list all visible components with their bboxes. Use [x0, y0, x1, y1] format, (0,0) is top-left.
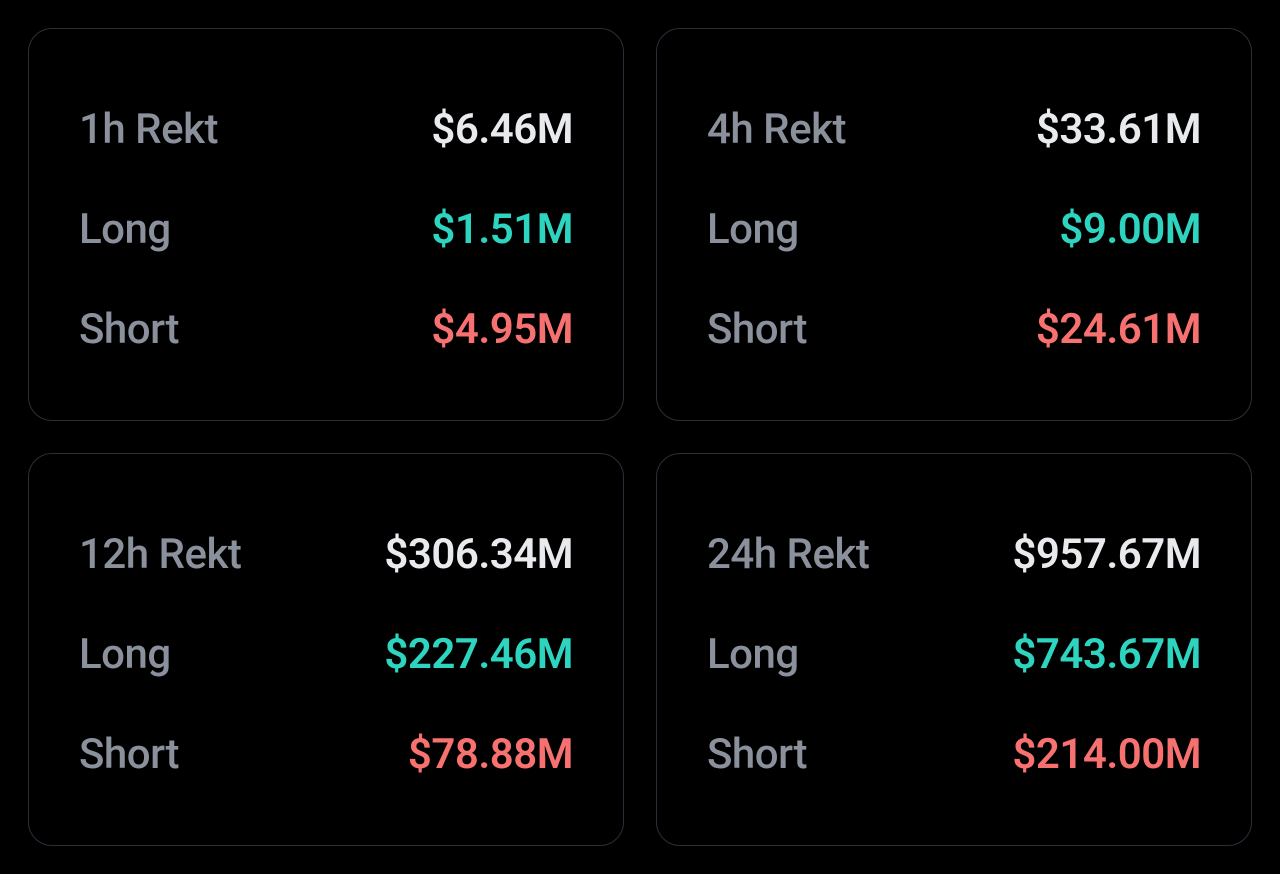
rekt-long-row: Long $743.67M [707, 630, 1201, 679]
rekt-short-value: $214.00M [1012, 730, 1201, 779]
rekt-short-row: Short $24.61M [707, 305, 1201, 354]
rekt-short-value: $78.88M [408, 730, 573, 779]
rekt-long-label: Long [79, 630, 171, 679]
rekt-long-value: $9.00M [1059, 205, 1201, 254]
rekt-total-row: 24h Rekt $957.67M [707, 530, 1201, 579]
rekt-short-label: Short [707, 305, 807, 354]
rekt-short-row: Short $4.95M [79, 305, 573, 354]
rekt-long-row: Long $1.51M [79, 205, 573, 254]
rekt-title-label: 1h Rekt [79, 105, 218, 154]
rekt-card-12h: 12h Rekt $306.34M Long $227.46M Short $7… [28, 453, 624, 846]
rekt-card-4h: 4h Rekt $33.61M Long $9.00M Short $24.61… [656, 28, 1252, 421]
rekt-long-label: Long [79, 205, 171, 254]
rekt-total-row: 4h Rekt $33.61M [707, 105, 1201, 154]
rekt-long-value: $743.67M [1012, 630, 1201, 679]
rekt-total-row: 1h Rekt $6.46M [79, 105, 573, 154]
rekt-long-label: Long [707, 205, 799, 254]
rekt-short-label: Short [79, 305, 179, 354]
rekt-total-value: $33.61M [1036, 105, 1201, 154]
rekt-total-value: $957.67M [1012, 530, 1201, 579]
rekt-short-row: Short $78.88M [79, 730, 573, 779]
rekt-title-label: 4h Rekt [707, 105, 846, 154]
rekt-long-row: Long $9.00M [707, 205, 1201, 254]
rekt-card-24h: 24h Rekt $957.67M Long $743.67M Short $2… [656, 453, 1252, 846]
rekt-total-value: $6.46M [431, 105, 573, 154]
rekt-title-label: 12h Rekt [79, 530, 241, 579]
rekt-short-label: Short [707, 730, 807, 779]
rekt-short-value: $24.61M [1036, 305, 1201, 354]
rekt-long-value: $1.51M [431, 205, 573, 254]
rekt-total-row: 12h Rekt $306.34M [79, 530, 573, 579]
rekt-stats-grid: 1h Rekt $6.46M Long $1.51M Short $4.95M … [28, 28, 1252, 846]
rekt-long-label: Long [707, 630, 799, 679]
rekt-short-label: Short [79, 730, 179, 779]
rekt-title-label: 24h Rekt [707, 530, 869, 579]
rekt-short-row: Short $214.00M [707, 730, 1201, 779]
rekt-long-value: $227.46M [384, 630, 573, 679]
rekt-short-value: $4.95M [431, 305, 573, 354]
rekt-long-row: Long $227.46M [79, 630, 573, 679]
rekt-total-value: $306.34M [384, 530, 573, 579]
rekt-card-1h: 1h Rekt $6.46M Long $1.51M Short $4.95M [28, 28, 624, 421]
